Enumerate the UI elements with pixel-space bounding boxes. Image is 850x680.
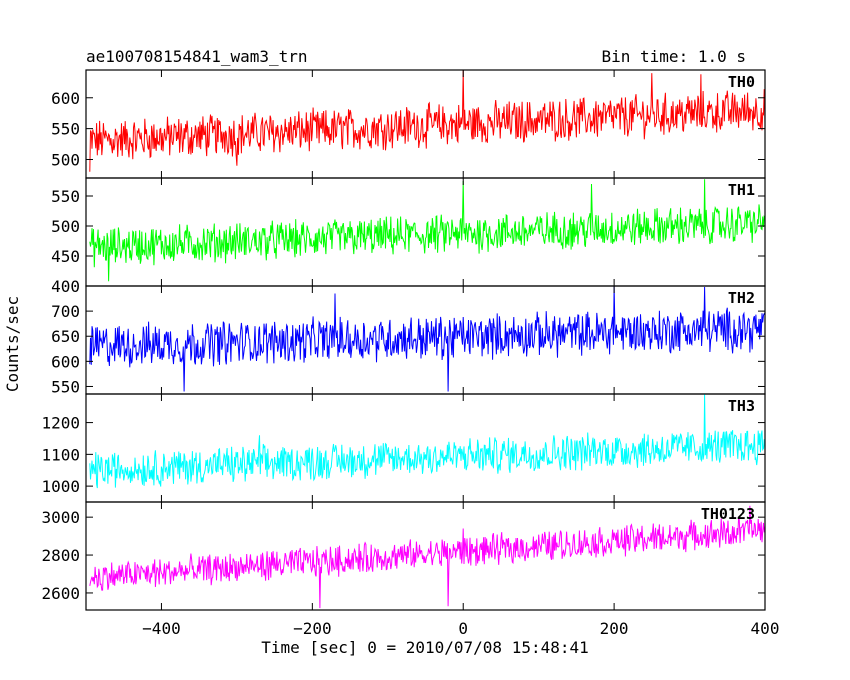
y-tick-label: 500 bbox=[51, 150, 80, 169]
x-tick-label: −400 bbox=[142, 619, 181, 638]
x-axis-label: Time [sec] 0 = 2010/07/08 15:48:41 bbox=[261, 638, 589, 657]
y-tick-label: 450 bbox=[51, 247, 80, 266]
bin-time-label: Bin time: 1.0 s bbox=[602, 47, 747, 66]
panels-group: 500 550 600 TH0 400 450 500 550 TH1 550 600 650 700 T… bbox=[41, 69, 780, 638]
y-tick-label: 2800 bbox=[41, 546, 80, 565]
y-axis-label: Counts/sec bbox=[3, 296, 22, 392]
x-tick-label: 0 bbox=[458, 619, 468, 638]
panel-label-th3: TH3 bbox=[728, 397, 755, 415]
y-tick-label: 650 bbox=[51, 327, 80, 346]
y-tick-label: 2600 bbox=[41, 584, 80, 603]
panel-frame-th0123 bbox=[85, 501, 766, 611]
series-line-th0123 bbox=[89, 505, 765, 609]
series-line-th0 bbox=[89, 70, 765, 172]
y-tick-label: 700 bbox=[51, 302, 80, 321]
y-tick-label: 1100 bbox=[41, 445, 80, 464]
y-tick-label: 400 bbox=[51, 277, 80, 296]
y-tick-label: 600 bbox=[51, 89, 80, 108]
y-tick-label: 550 bbox=[51, 120, 80, 139]
panel-label-th2: TH2 bbox=[728, 289, 755, 307]
y-tick-label: 1000 bbox=[41, 477, 80, 496]
x-tick-label: −200 bbox=[293, 619, 332, 638]
y-tick-label: 500 bbox=[51, 217, 80, 236]
chart-title: ae100708154841_wam3_trn bbox=[86, 47, 308, 66]
y-tick-label: 600 bbox=[51, 352, 80, 371]
series-line-th3 bbox=[89, 394, 765, 489]
y-tick-label: 550 bbox=[51, 377, 80, 396]
x-tick-label: 400 bbox=[751, 619, 780, 638]
series-line-th2 bbox=[89, 286, 765, 392]
y-tick-label: 3000 bbox=[41, 508, 80, 527]
panel-label-th1: TH1 bbox=[728, 181, 755, 199]
panel-label-th0123: TH0123 bbox=[701, 505, 755, 523]
x-tick-label: 200 bbox=[600, 619, 629, 638]
y-tick-label: 1200 bbox=[41, 414, 80, 433]
y-tick-label: 550 bbox=[51, 187, 80, 206]
series-line-th1 bbox=[89, 179, 765, 282]
panel-label-th0: TH0 bbox=[728, 73, 755, 91]
